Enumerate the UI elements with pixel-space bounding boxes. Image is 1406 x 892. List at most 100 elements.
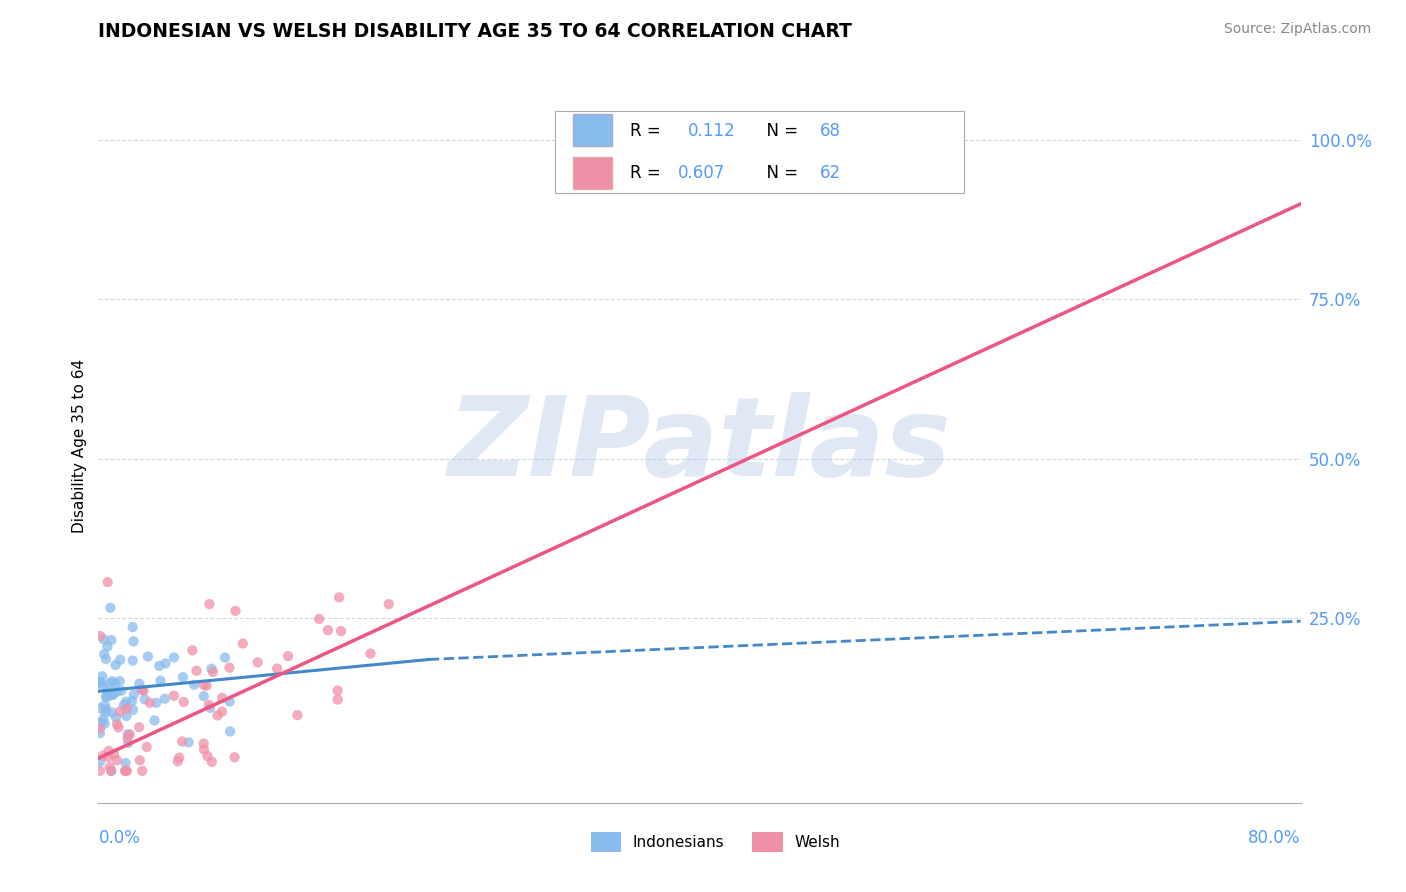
Point bbox=[117, 727, 139, 741]
Point bbox=[308, 612, 330, 626]
Text: Source: ZipAtlas.com: Source: ZipAtlas.com bbox=[1223, 22, 1371, 37]
Point bbox=[121, 694, 143, 708]
Point bbox=[219, 724, 242, 739]
Point bbox=[139, 696, 162, 710]
Point bbox=[108, 704, 131, 718]
Point bbox=[214, 650, 236, 665]
Point bbox=[117, 736, 139, 750]
Point bbox=[93, 647, 115, 661]
Point bbox=[326, 692, 349, 706]
Point bbox=[201, 665, 224, 679]
Point bbox=[224, 750, 246, 764]
Point bbox=[163, 650, 186, 665]
Point bbox=[110, 683, 132, 698]
Point bbox=[197, 698, 219, 712]
Point bbox=[91, 669, 114, 683]
Point bbox=[105, 753, 128, 767]
Point bbox=[218, 660, 240, 674]
Point bbox=[98, 676, 121, 690]
Point bbox=[107, 721, 129, 735]
Point bbox=[89, 755, 111, 769]
Point bbox=[193, 742, 215, 756]
Point bbox=[328, 591, 350, 605]
Point bbox=[128, 720, 150, 734]
Text: Welsh: Welsh bbox=[794, 835, 839, 849]
Point bbox=[197, 749, 219, 764]
Point bbox=[94, 690, 117, 704]
Point bbox=[94, 702, 117, 716]
Point bbox=[114, 764, 136, 778]
Y-axis label: Disability Age 35 to 64: Disability Age 35 to 64 bbox=[72, 359, 87, 533]
Point bbox=[266, 662, 288, 676]
Point bbox=[98, 760, 121, 774]
Point bbox=[153, 691, 176, 706]
Point bbox=[93, 632, 115, 647]
Point bbox=[89, 764, 111, 778]
Point bbox=[100, 633, 122, 648]
Point bbox=[149, 673, 172, 688]
Bar bbox=[574, 114, 612, 146]
Point bbox=[89, 726, 111, 740]
Point bbox=[287, 708, 309, 723]
Bar bbox=[574, 157, 612, 189]
Point bbox=[91, 712, 114, 726]
Point bbox=[89, 701, 111, 715]
Point bbox=[121, 620, 143, 634]
Point bbox=[195, 679, 218, 693]
Point bbox=[101, 674, 124, 689]
Point bbox=[193, 737, 215, 751]
Point bbox=[96, 684, 118, 698]
Point bbox=[115, 701, 138, 715]
Text: N =: N = bbox=[756, 121, 803, 139]
Point bbox=[148, 658, 170, 673]
Point bbox=[97, 744, 120, 758]
Point bbox=[132, 683, 155, 698]
Point bbox=[177, 735, 200, 749]
Point bbox=[104, 658, 127, 673]
Text: 62: 62 bbox=[820, 164, 841, 182]
Point bbox=[90, 675, 112, 690]
Point bbox=[100, 764, 122, 778]
Point bbox=[89, 722, 111, 736]
Point bbox=[90, 715, 112, 730]
Point bbox=[378, 597, 401, 611]
Point bbox=[114, 764, 136, 778]
Point bbox=[89, 674, 111, 689]
Point bbox=[207, 708, 229, 723]
Point bbox=[104, 676, 127, 690]
Point bbox=[101, 706, 124, 720]
Point bbox=[112, 698, 135, 712]
Point bbox=[173, 695, 195, 709]
Point bbox=[326, 683, 349, 698]
Text: ZIPatlas: ZIPatlas bbox=[447, 392, 952, 500]
Text: R =: R = bbox=[630, 164, 666, 182]
Point bbox=[103, 747, 125, 762]
Point bbox=[166, 754, 188, 768]
Point bbox=[198, 701, 221, 715]
Point bbox=[108, 653, 131, 667]
Point bbox=[101, 687, 124, 701]
Point bbox=[131, 764, 153, 778]
Text: 80.0%: 80.0% bbox=[1249, 829, 1301, 847]
Point bbox=[118, 727, 141, 741]
Point bbox=[224, 604, 246, 618]
Text: R =: R = bbox=[630, 121, 671, 139]
Point bbox=[103, 688, 125, 702]
Point bbox=[115, 695, 138, 709]
Text: INDONESIAN VS WELSH DISABILITY AGE 35 TO 64 CORRELATION CHART: INDONESIAN VS WELSH DISABILITY AGE 35 TO… bbox=[98, 22, 852, 41]
Point bbox=[201, 755, 224, 769]
Text: 0.112: 0.112 bbox=[688, 121, 735, 139]
Point bbox=[155, 657, 177, 671]
Point bbox=[97, 575, 120, 590]
Point bbox=[620, 133, 643, 147]
Point bbox=[277, 649, 299, 664]
Point bbox=[89, 629, 111, 643]
Point bbox=[100, 764, 122, 778]
Text: Indonesians: Indonesians bbox=[633, 835, 724, 849]
Point bbox=[135, 740, 157, 755]
Point bbox=[134, 692, 156, 706]
FancyBboxPatch shape bbox=[555, 111, 965, 193]
Point bbox=[316, 623, 339, 637]
Point bbox=[96, 690, 118, 704]
Point bbox=[211, 690, 233, 705]
